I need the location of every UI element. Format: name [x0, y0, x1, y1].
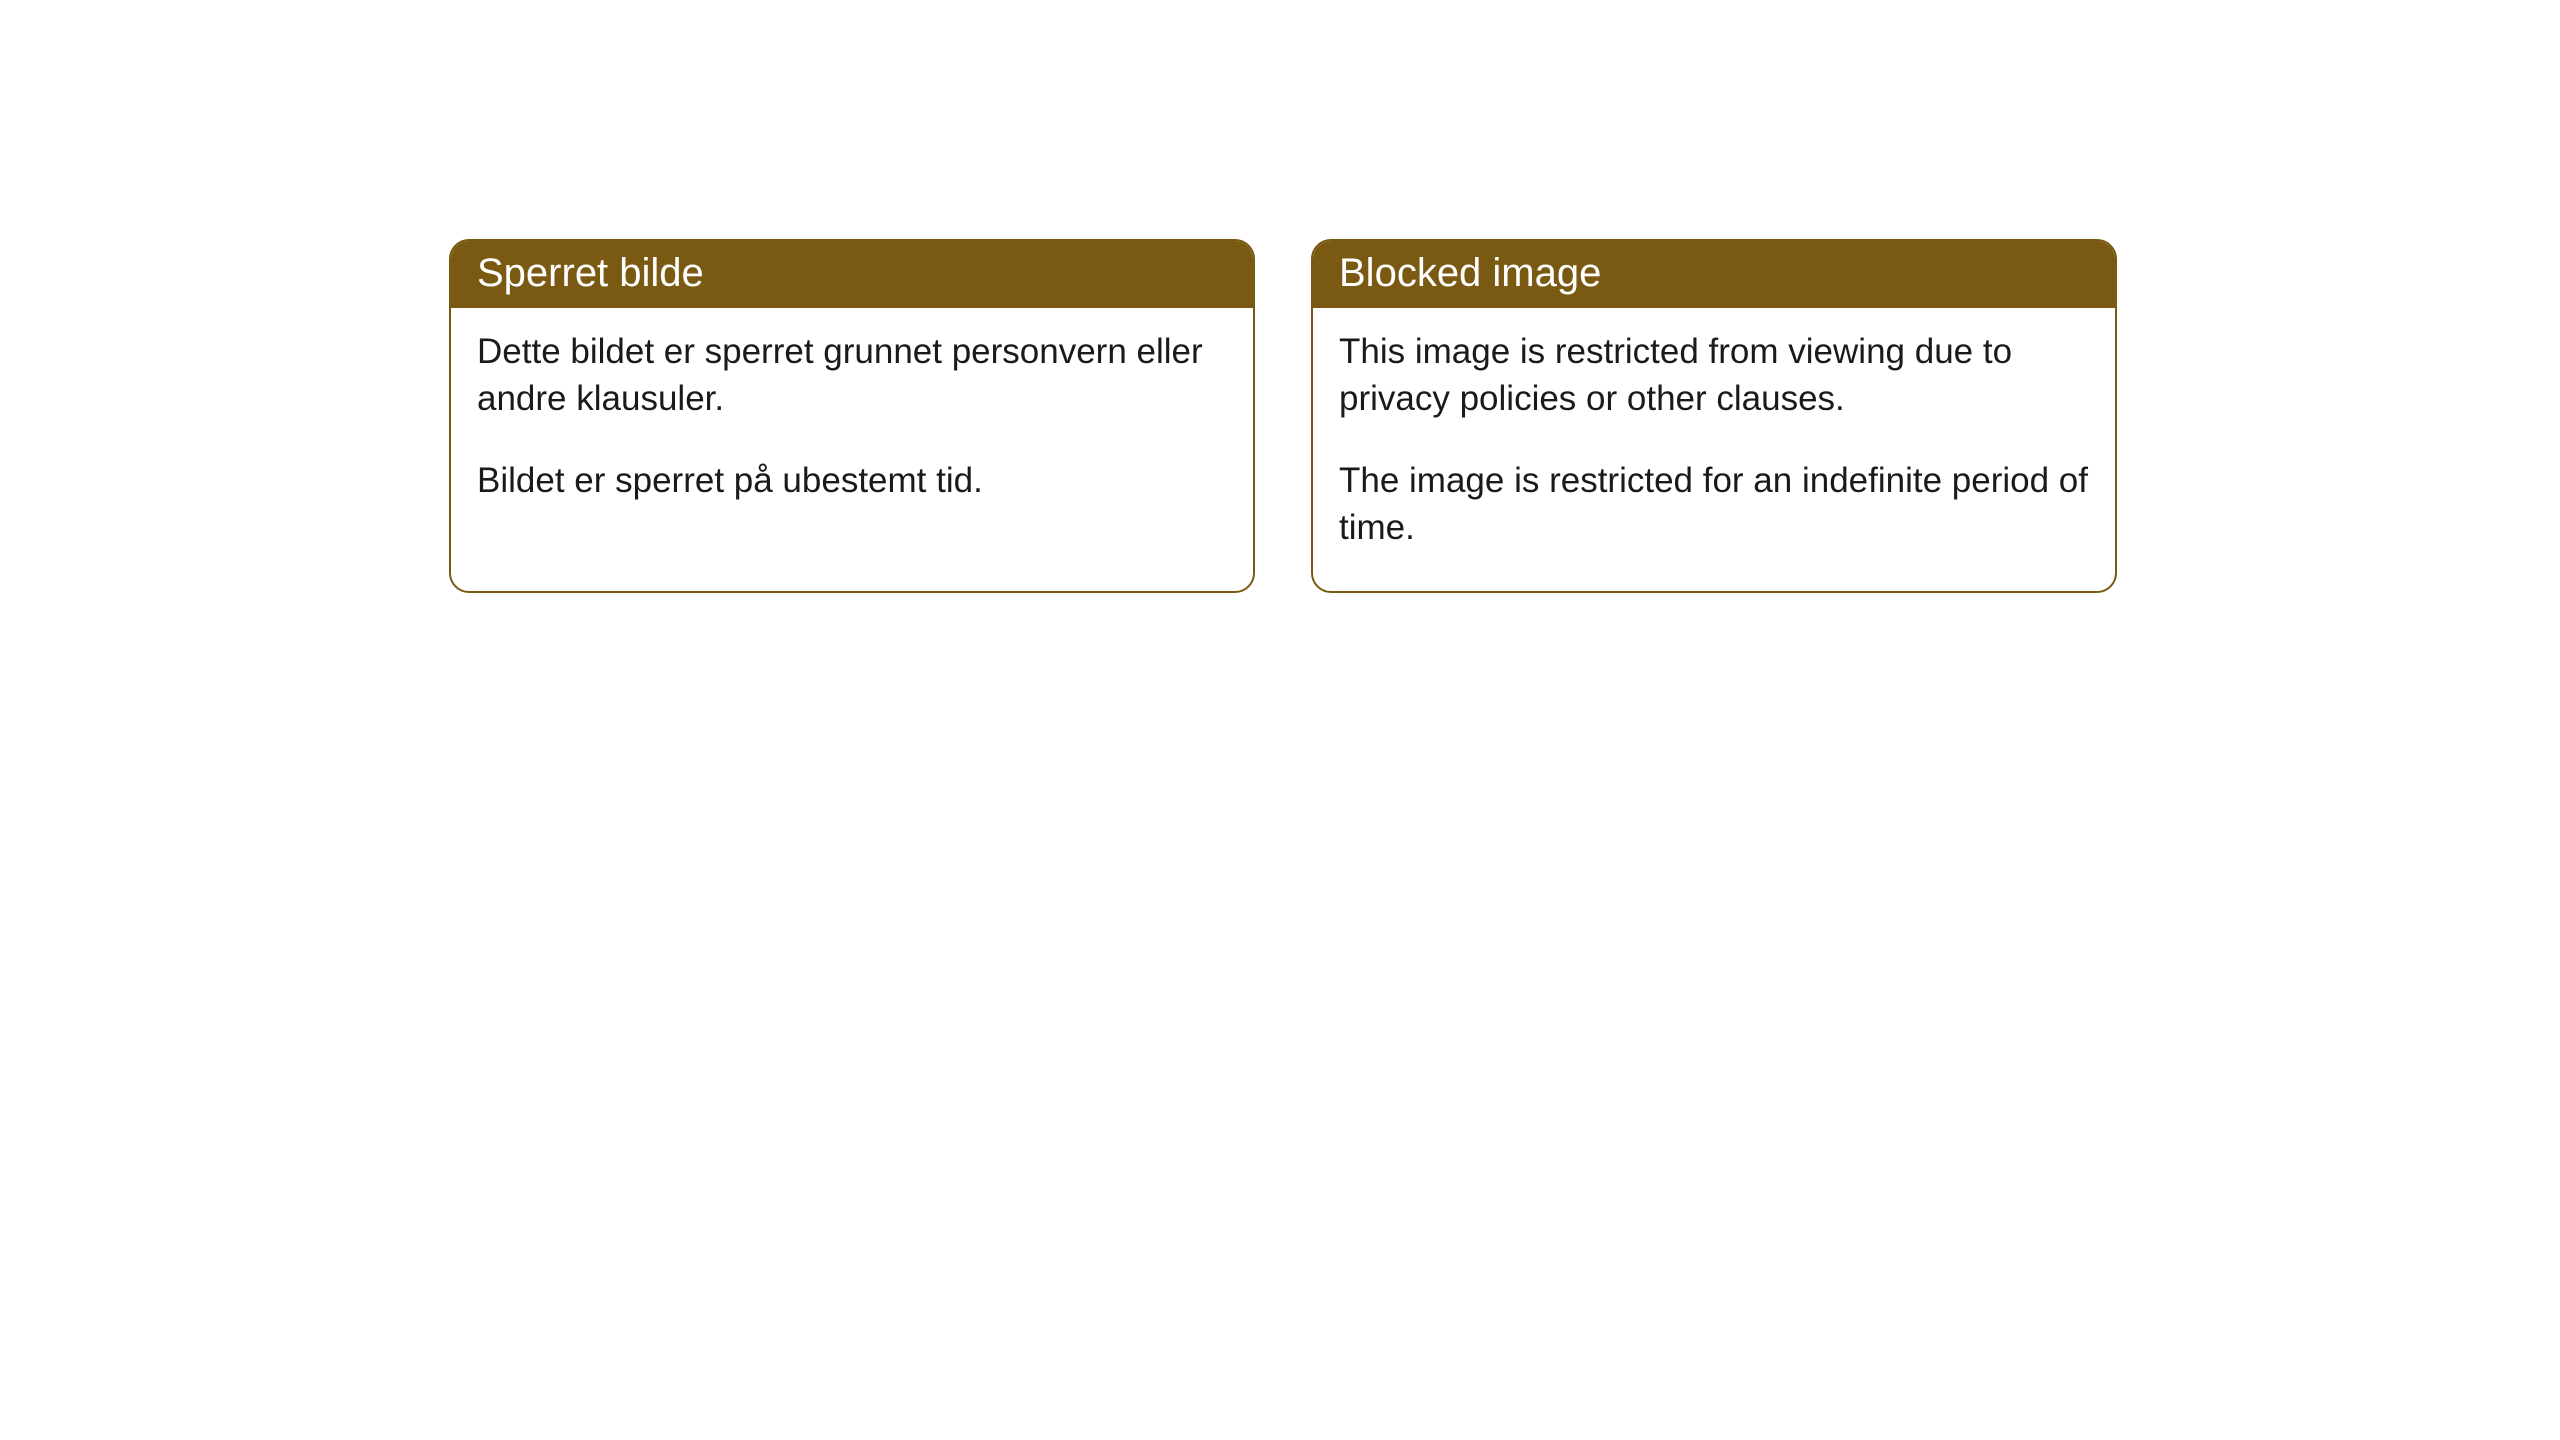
- card-text-en-1: This image is restricted from viewing du…: [1339, 328, 2089, 423]
- card-header-norwegian: Sperret bilde: [451, 241, 1253, 308]
- notice-cards-container: Sperret bilde Dette bildet er sperret gr…: [449, 239, 2117, 593]
- notice-card-norwegian: Sperret bilde Dette bildet er sperret gr…: [449, 239, 1255, 593]
- card-text-en-2: The image is restricted for an indefinit…: [1339, 457, 2089, 552]
- card-text-no-2: Bildet er sperret på ubestemt tid.: [477, 457, 1227, 504]
- card-body-english: This image is restricted from viewing du…: [1313, 308, 2115, 591]
- card-body-norwegian: Dette bildet er sperret grunnet personve…: [451, 308, 1253, 544]
- card-text-no-1: Dette bildet er sperret grunnet personve…: [477, 328, 1227, 423]
- card-header-english: Blocked image: [1313, 241, 2115, 308]
- notice-card-english: Blocked image This image is restricted f…: [1311, 239, 2117, 593]
